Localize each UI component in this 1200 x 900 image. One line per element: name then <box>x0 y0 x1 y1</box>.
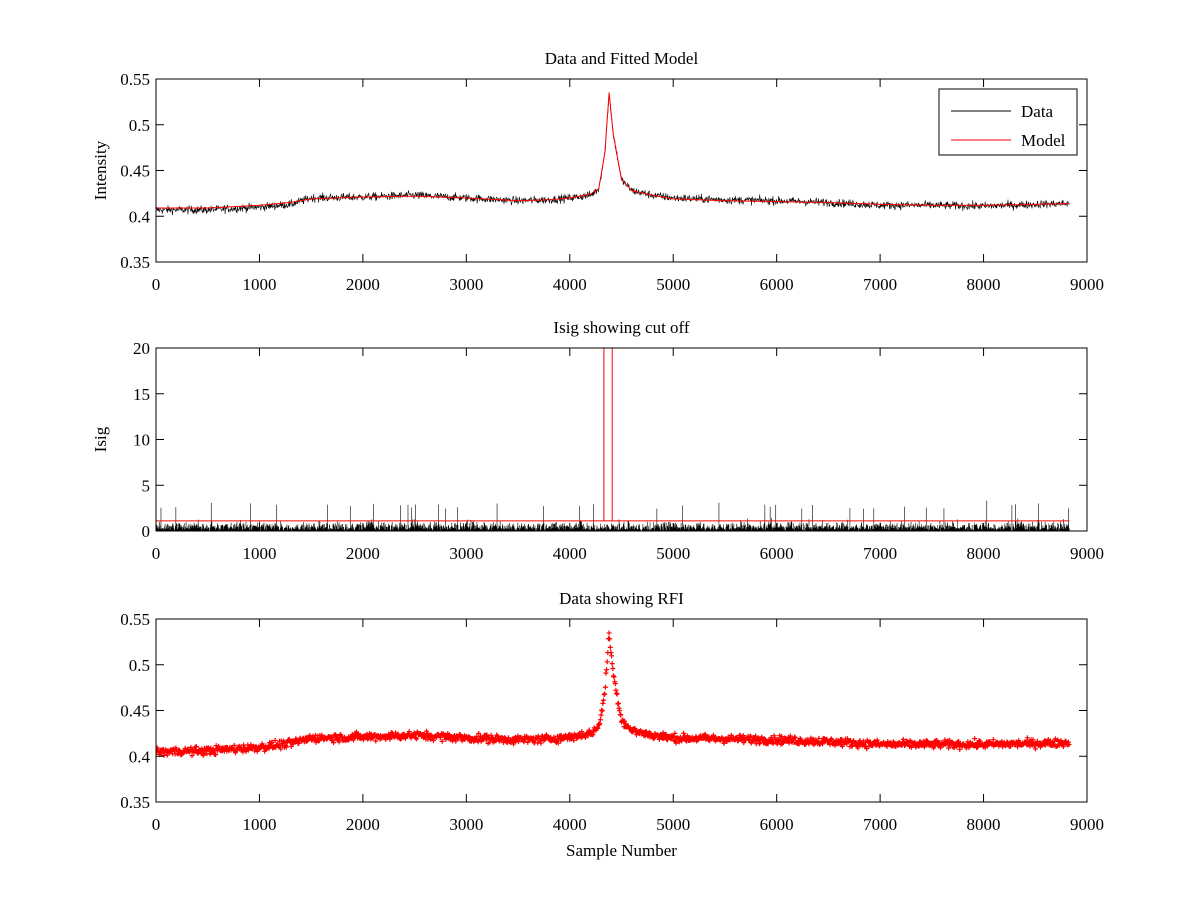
x-tick-label: 9000 <box>1070 275 1104 294</box>
y-tick-label: 10 <box>133 431 150 450</box>
chart-title: Isig showing cut off <box>553 318 689 337</box>
legend-label-data: Data <box>1021 102 1054 121</box>
chart-title: Data showing RFI <box>559 589 684 608</box>
plot-content <box>156 92 1070 216</box>
y-axis-label: Isig <box>91 426 110 452</box>
series-line-2 <box>156 348 1070 522</box>
x-tick-label: 3000 <box>449 275 483 294</box>
series-rfi-points <box>156 630 1072 759</box>
x-tick-label: 0 <box>152 815 161 834</box>
x-tick-label: 5000 <box>656 275 690 294</box>
x-tick-label: 5000 <box>656 544 690 563</box>
y-tick-label: 0.5 <box>129 656 150 675</box>
y-tick-label: 20 <box>133 339 150 358</box>
y-tick-label: 15 <box>133 385 150 404</box>
legend-box <box>938 88 1078 156</box>
x-tick-label: 2000 <box>346 275 380 294</box>
x-tick-label: 7000 <box>863 275 897 294</box>
chart-title: Data and Fitted Model <box>545 49 699 68</box>
x-tick-label: 4000 <box>553 544 587 563</box>
y-tick-label: 0.55 <box>120 610 150 629</box>
x-tick-label: 6000 <box>760 275 794 294</box>
x-tick-label: 9000 <box>1070 815 1104 834</box>
plot-area <box>156 79 1087 262</box>
x-tick-label: 8000 <box>967 275 1001 294</box>
y-axis-label: Intensity <box>91 140 110 200</box>
chart-panel-3: 0 1000 2000 3000 4000 5000 6000 7000 8000 9000 0.3… <box>120 589 1104 860</box>
y-tick-label: 0.55 <box>120 70 150 89</box>
series-model <box>156 92 1070 209</box>
x-tick-label: 2000 <box>346 815 380 834</box>
legend: Data Model <box>938 88 1078 156</box>
x-tick-label: 1000 <box>242 275 276 294</box>
x-tick-label: 4000 <box>553 275 587 294</box>
x-tick-label: 6000 <box>760 544 794 563</box>
y-tick-label: 0.35 <box>120 253 150 272</box>
x-tick-label: 8000 <box>967 544 1001 563</box>
x-tick-label: 2000 <box>346 544 380 563</box>
y-tick-label: 0.5 <box>129 116 150 135</box>
y-tick-label: 5 <box>142 476 151 495</box>
plot-content <box>156 630 1072 759</box>
x-tick-label: 9000 <box>1070 544 1104 563</box>
x-tick-label: 3000 <box>449 544 483 563</box>
x-tick-label: 3000 <box>449 815 483 834</box>
x-axis-label: Sample Number <box>566 841 677 860</box>
legend-label-model: Model <box>1021 131 1066 150</box>
y-tick-label: 0.45 <box>120 162 150 181</box>
y-tick-label: 0.35 <box>120 793 150 812</box>
y-tick-label: 0.45 <box>120 702 150 721</box>
plot-area <box>156 348 1087 531</box>
x-tick-label: 6000 <box>760 815 794 834</box>
chart-panel-1: 0 1000 2000 3000 4000 5000 6000 7000 8000 9000 0.3… <box>91 49 1104 294</box>
x-tick-label: 7000 <box>863 815 897 834</box>
x-tick-label: 4000 <box>553 815 587 834</box>
y-tick-label: 0.4 <box>129 207 151 226</box>
x-tick-label: 0 <box>152 544 161 563</box>
y-tick-label: 0 <box>142 522 151 541</box>
chart-panel-2: 0 1000 2000 3000 4000 5000 6000 7000 8000 9000 0 5 1… <box>91 318 1104 563</box>
x-tick-label: 5000 <box>656 815 690 834</box>
x-tick-label: 7000 <box>863 544 897 563</box>
x-tick-label: 1000 <box>242 544 276 563</box>
x-tick-label: 0 <box>152 275 161 294</box>
y-tick-label: 0.4 <box>129 747 151 766</box>
x-tick-label: 8000 <box>967 815 1001 834</box>
x-tick-label: 1000 <box>242 815 276 834</box>
